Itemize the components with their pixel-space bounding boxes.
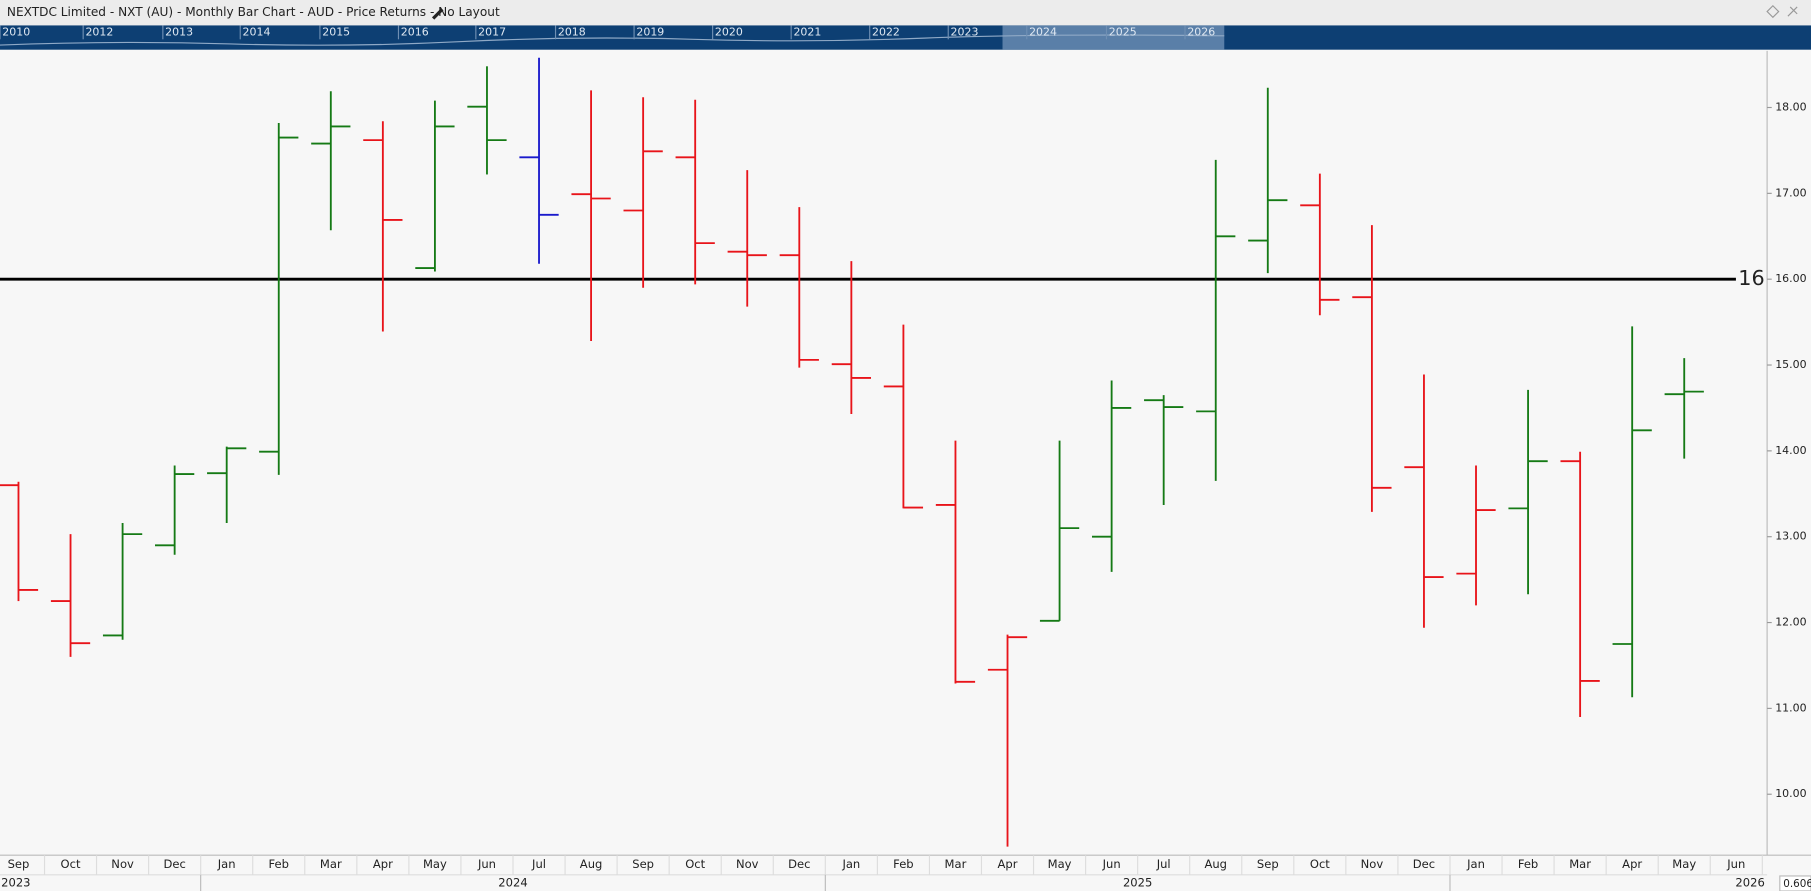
navigator-year: 2025 — [1109, 25, 1137, 38]
navigator-year: 2012 — [85, 25, 113, 38]
x-tick-label: Mar — [320, 857, 342, 871]
diamond-icon[interactable] — [1766, 4, 1780, 19]
price-axis — [1767, 50, 1811, 856]
x-tick-label: Jul — [531, 857, 546, 871]
x-tick-label: Oct — [61, 857, 81, 871]
x-tick-label: Dec — [163, 857, 185, 871]
y-tick-label: 16.00 — [1775, 272, 1806, 285]
scale-label: 0.606 — [1783, 878, 1811, 890]
navigator-year: 2019 — [636, 25, 664, 38]
x-year-label: 2025 — [1123, 875, 1152, 889]
navigator-year: 2016 — [401, 25, 429, 38]
navigator-year: 2015 — [322, 25, 350, 38]
x-tick-label: Jul — [1156, 857, 1171, 871]
y-tick-label: 18.00 — [1775, 101, 1806, 114]
x-tick-label: Aug — [580, 857, 603, 871]
x-tick-label: Jun — [477, 857, 496, 871]
x-tick-label: Feb — [269, 857, 289, 871]
navigator-year: 2022 — [872, 25, 900, 38]
navigator-line — [0, 34, 1225, 46]
x-tick-label: Jan — [841, 857, 860, 871]
x-tick-label: May — [1672, 857, 1696, 871]
y-tick-label: 15.00 — [1775, 358, 1806, 371]
navigator-year: 2026 — [1187, 25, 1215, 38]
x-tick-label: Dec — [788, 857, 810, 871]
navigator-year: 2018 — [558, 25, 586, 38]
x-tick-label: Apr — [998, 857, 1018, 871]
navigator[interactable] — [0, 25, 1811, 50]
navigator-year: 2013 — [165, 25, 193, 38]
x-year-label: 2023 — [1, 875, 30, 889]
y-tick-label: 14.00 — [1775, 444, 1806, 457]
navigator-year: 2017 — [478, 25, 506, 38]
x-tick-label: Nov — [111, 857, 134, 871]
x-tick-label: Sep — [632, 857, 654, 871]
title-bar — [0, 0, 1811, 26]
x-tick-label: Jan — [217, 857, 236, 871]
x-tick-label: Jun — [1726, 857, 1745, 871]
x-tick-label: May — [1048, 857, 1072, 871]
x-year-label: 2026 — [1735, 875, 1764, 889]
x-tick-label: Sep — [8, 857, 30, 871]
edit-icon[interactable] — [431, 8, 444, 20]
x-tick-label: Oct — [685, 857, 705, 871]
navigator-year: 2014 — [243, 25, 271, 38]
pin-icon[interactable] — [1787, 6, 1798, 17]
navigator-year: 2010 — [2, 25, 30, 38]
x-tick-label: Mar — [945, 857, 967, 871]
x-tick-label: Dec — [1413, 857, 1435, 871]
x-tick-label: Feb — [893, 857, 913, 871]
horizontal-line-label: 16 — [1738, 266, 1764, 290]
x-tick-label: Sep — [1257, 857, 1279, 871]
x-year-label: 2024 — [498, 875, 527, 889]
x-tick-label: Jan — [1466, 857, 1485, 871]
x-tick-label: Aug — [1204, 857, 1227, 871]
y-tick-label: 17.00 — [1775, 186, 1806, 199]
navigator-window[interactable] — [1002, 25, 1225, 50]
x-tick-label: Oct — [1310, 857, 1330, 871]
y-tick-label: 10.00 — [1775, 787, 1806, 800]
x-tick-label: Nov — [1361, 857, 1384, 871]
navigator-year: 2023 — [951, 25, 979, 38]
y-tick-label: 12.00 — [1775, 616, 1806, 629]
x-tick-label: Jun — [1102, 857, 1121, 871]
x-tick-label: Apr — [373, 857, 393, 871]
x-tick-label: Nov — [736, 857, 759, 871]
y-tick-label: 13.00 — [1775, 530, 1806, 543]
x-tick-label: May — [423, 857, 447, 871]
navigator-year: 2024 — [1029, 25, 1057, 38]
x-tick-label: Apr — [1622, 857, 1642, 871]
window-title: NEXTDC Limited - NXT (AU) - Monthly Bar … — [7, 5, 500, 19]
y-tick-label: 11.00 — [1775, 701, 1806, 714]
x-tick-label: Feb — [1518, 857, 1538, 871]
navigator-year: 2020 — [715, 25, 743, 38]
navigator-year: 2021 — [793, 25, 821, 38]
x-tick-label: Mar — [1569, 857, 1591, 871]
